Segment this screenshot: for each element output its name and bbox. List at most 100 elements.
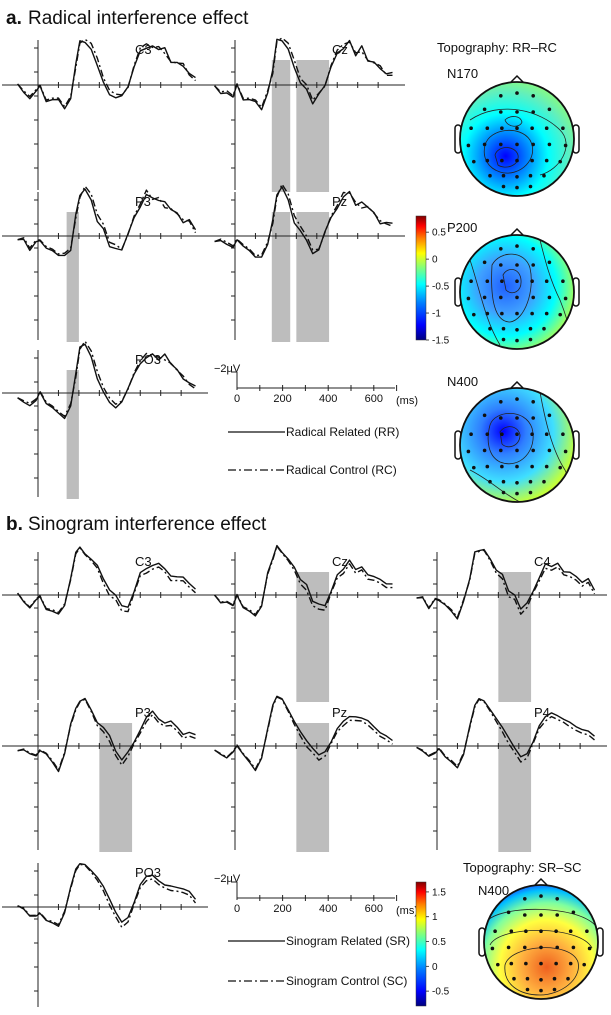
electrode-dot xyxy=(561,126,565,130)
electrode-dot xyxy=(500,158,504,163)
scale-x-tick-label: 400 xyxy=(319,393,337,405)
electrode-dot xyxy=(499,247,503,251)
electrode-dot xyxy=(501,337,506,342)
electrode-dot xyxy=(561,432,565,437)
electrode-dot xyxy=(544,158,549,163)
topo-b-title: Topography: SR–SC xyxy=(463,860,582,875)
electrode-dot xyxy=(506,910,511,915)
series-control-line xyxy=(17,547,196,614)
colorbar-tick-label: -0.5 xyxy=(432,987,450,998)
scale-bar-a: −2μV (ms) 0 200 400 600 xyxy=(214,363,418,407)
electrode-dot xyxy=(499,400,503,404)
electrode-dot xyxy=(555,913,559,917)
electrode-dot xyxy=(501,326,506,331)
electrode-dot xyxy=(561,279,565,284)
topomap-a-p200 xyxy=(454,227,580,350)
electrode-dot xyxy=(531,110,535,114)
electrode-dot xyxy=(482,260,487,265)
electrode-dot xyxy=(531,416,535,420)
electrode-dot xyxy=(500,126,504,130)
head-outline xyxy=(483,884,599,1000)
electrode-dot xyxy=(490,946,495,951)
electrode-dot xyxy=(531,94,535,98)
series-related-line xyxy=(17,343,196,420)
electrode-dot xyxy=(515,126,519,130)
electrode-dot xyxy=(531,247,535,251)
electrode-dot xyxy=(563,449,568,454)
electrode-dot xyxy=(523,897,527,901)
series-related-line xyxy=(214,186,393,258)
electrode-dots xyxy=(490,894,592,993)
electrode-dot xyxy=(563,296,568,301)
scale-x-tick-label: 0 xyxy=(234,903,240,915)
electrode-dot xyxy=(547,295,552,300)
electrode-dot xyxy=(515,481,519,485)
electrode-dot xyxy=(568,961,573,966)
legend-b-sr-label: Sinogram Related (SR) xyxy=(286,934,410,948)
electrode-dot xyxy=(530,464,534,469)
scale-bar-b: −2μV (ms) 0 200 400 600 xyxy=(214,873,418,917)
electrode-label: PO3 xyxy=(135,865,161,880)
electrode-dot xyxy=(499,263,503,267)
electrode-dot xyxy=(547,107,552,112)
erp-panel-p4: P4 xyxy=(401,698,607,852)
electrode-dot xyxy=(501,479,506,484)
section-b-title: Sinogram interference effect xyxy=(28,514,267,535)
shaded-window xyxy=(296,723,330,852)
electrode-dots xyxy=(466,244,568,343)
series-control-line xyxy=(416,698,595,767)
series-control-line xyxy=(214,545,393,616)
colorbar-tick-label: -1 xyxy=(432,309,441,320)
electrode-dot xyxy=(582,962,586,967)
section-a-title: Radical interference effect xyxy=(28,8,249,29)
head-outline xyxy=(459,387,575,503)
colorbar-a: 0.5 0 -0.5 -1 -1.5 xyxy=(415,215,450,347)
series-control-line xyxy=(17,38,196,108)
electrode-dot xyxy=(515,158,519,163)
electrode-dot xyxy=(531,295,535,300)
electrode-dot xyxy=(530,279,534,284)
electrode-dot xyxy=(506,945,511,950)
electrode-dot xyxy=(531,142,535,147)
legend-a-rr-label: Radical Related (RR) xyxy=(286,425,399,439)
topomap-b-n400 xyxy=(478,877,604,1000)
electrode-dot xyxy=(558,465,562,470)
scale-x-tick-label: 600 xyxy=(365,903,383,915)
electrode-dot xyxy=(571,945,576,950)
electrode-dot xyxy=(501,490,506,495)
electrode-dot xyxy=(472,312,476,317)
electrode-dot xyxy=(496,962,500,967)
electrode-dot xyxy=(499,295,503,300)
series-control-line xyxy=(17,698,196,771)
electrode-dot xyxy=(466,449,471,454)
electrode-dot xyxy=(501,173,506,178)
series-control-line xyxy=(17,863,197,928)
electrode-dot xyxy=(558,159,562,164)
electrode-dot xyxy=(544,126,549,130)
electrode-dot xyxy=(539,913,543,917)
topomap-a-n400 xyxy=(454,380,580,503)
series-control-line xyxy=(214,696,393,770)
erp-panel-p3: P3 xyxy=(2,697,208,852)
topo-b-comp-1: N400 xyxy=(478,883,509,898)
erp-panel-cz: Cz xyxy=(199,37,405,192)
head-outline xyxy=(459,81,575,197)
electrode-dot xyxy=(539,894,543,898)
series-related-line xyxy=(214,38,393,111)
electrode-dot xyxy=(530,432,534,437)
electrode-dot xyxy=(544,432,549,437)
electrode-dot xyxy=(485,126,490,130)
electrode-label: Cz xyxy=(332,554,348,569)
electrode-dot xyxy=(555,945,559,950)
electrode-dot xyxy=(542,326,546,331)
electrode-dot xyxy=(528,184,533,189)
series-related-line xyxy=(17,40,196,110)
electrode-dot xyxy=(488,326,492,331)
colorbar-tick-label: 1 xyxy=(432,912,438,923)
electrode-dot xyxy=(531,400,535,404)
electrode-dot xyxy=(552,987,557,992)
electrode-dot xyxy=(554,961,558,966)
electrode-dot xyxy=(499,142,503,147)
electrode-dot xyxy=(530,126,534,130)
